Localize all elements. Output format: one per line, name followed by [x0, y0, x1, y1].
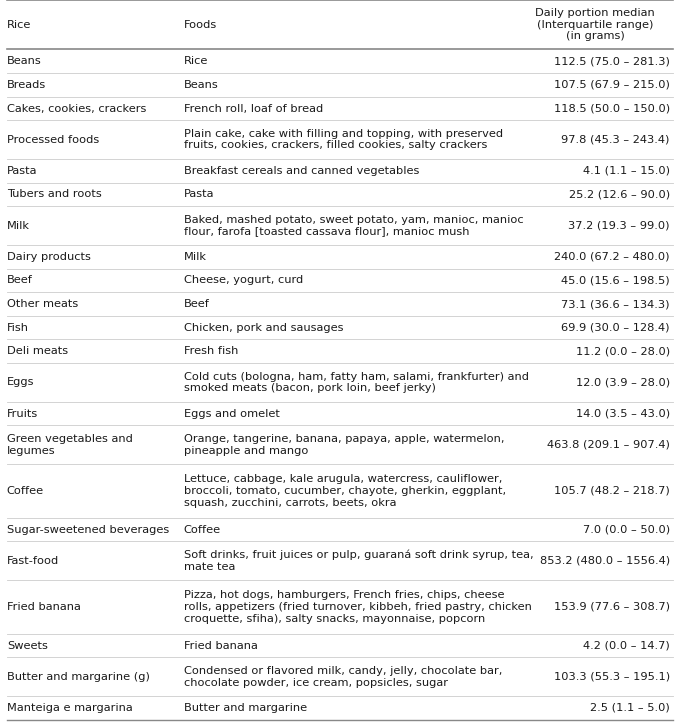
- Text: 853.2 (480.0 – 1556.4): 853.2 (480.0 – 1556.4): [540, 555, 670, 566]
- Text: 69.9 (30.0 – 128.4): 69.9 (30.0 – 128.4): [561, 323, 670, 333]
- Text: Beans: Beans: [7, 56, 41, 66]
- Text: Plain cake, cake with filling and topping, with preserved
fruits, cookies, crack: Plain cake, cake with filling and toppin…: [184, 129, 503, 150]
- Text: Tubers and roots: Tubers and roots: [7, 190, 101, 199]
- Text: 4.2 (0.0 – 14.7): 4.2 (0.0 – 14.7): [583, 640, 670, 651]
- Text: Green vegetables and
legumes: Green vegetables and legumes: [7, 434, 133, 456]
- Text: French roll, loaf of bread: French roll, loaf of bread: [184, 103, 323, 113]
- Text: Beef: Beef: [184, 299, 209, 309]
- Text: Cold cuts (bologna, ham, fatty ham, salami, frankfurter) and
smoked meats (bacon: Cold cuts (bologna, ham, fatty ham, sala…: [184, 371, 528, 393]
- Text: Milk: Milk: [184, 252, 207, 262]
- Text: Fruits: Fruits: [7, 409, 38, 419]
- Text: 4.1 (1.1 – 15.0): 4.1 (1.1 – 15.0): [583, 166, 670, 176]
- Text: Pizza, hot dogs, hamburgers, French fries, chips, cheese
rolls, appetizers (frie: Pizza, hot dogs, hamburgers, French frie…: [184, 590, 532, 624]
- Text: Deli meats: Deli meats: [7, 346, 68, 356]
- Text: Soft drinks, fruit juices or pulp, guaraná soft drink syrup, tea,
mate tea: Soft drinks, fruit juices or pulp, guara…: [184, 550, 533, 572]
- Text: Sweets: Sweets: [7, 640, 48, 651]
- Text: Beef: Beef: [7, 276, 33, 286]
- Text: Foods: Foods: [184, 20, 217, 30]
- Text: Coffee: Coffee: [7, 486, 44, 496]
- Text: 240.0 (67.2 – 480.0): 240.0 (67.2 – 480.0): [554, 252, 670, 262]
- Text: Dairy products: Dairy products: [7, 252, 90, 262]
- Text: 7.0 (0.0 – 50.0): 7.0 (0.0 – 50.0): [583, 525, 670, 534]
- Text: 37.2 (19.3 – 99.0): 37.2 (19.3 – 99.0): [568, 220, 670, 230]
- Text: Fresh fish: Fresh fish: [184, 346, 238, 356]
- Text: Orange, tangerine, banana, papaya, apple, watermelon,
pineapple and mango: Orange, tangerine, banana, papaya, apple…: [184, 434, 504, 456]
- Text: 118.5 (50.0 – 150.0): 118.5 (50.0 – 150.0): [554, 103, 670, 113]
- Text: Cakes, cookies, crackers: Cakes, cookies, crackers: [7, 103, 146, 113]
- Text: Pasta: Pasta: [184, 190, 214, 199]
- Text: 25.2 (12.6 – 90.0): 25.2 (12.6 – 90.0): [568, 190, 670, 199]
- Text: Rice: Rice: [184, 56, 208, 66]
- Text: Rice: Rice: [7, 20, 31, 30]
- Text: 12.0 (3.9 – 28.0): 12.0 (3.9 – 28.0): [576, 377, 670, 387]
- Text: Butter and margarine: Butter and margarine: [184, 703, 307, 713]
- Text: Other meats: Other meats: [7, 299, 78, 309]
- Text: Baked, mashed potato, sweet potato, yam, manioc, manioc
flour, farofa [toasted c: Baked, mashed potato, sweet potato, yam,…: [184, 214, 523, 236]
- Text: 105.7 (48.2 – 218.7): 105.7 (48.2 – 218.7): [554, 486, 670, 496]
- Text: Eggs: Eggs: [7, 377, 34, 387]
- Text: Fried banana: Fried banana: [7, 602, 81, 612]
- Text: 112.5 (75.0 – 281.3): 112.5 (75.0 – 281.3): [554, 56, 670, 66]
- Text: Processed foods: Processed foods: [7, 134, 99, 145]
- Text: 107.5 (67.9 – 215.0): 107.5 (67.9 – 215.0): [554, 80, 670, 90]
- Text: 73.1 (36.6 – 134.3): 73.1 (36.6 – 134.3): [561, 299, 670, 309]
- Text: Sugar-sweetened beverages: Sugar-sweetened beverages: [7, 525, 169, 534]
- Text: 463.8 (209.1 – 907.4): 463.8 (209.1 – 907.4): [547, 440, 670, 450]
- Text: Eggs and omelet: Eggs and omelet: [184, 409, 279, 419]
- Text: 97.8 (45.3 – 243.4): 97.8 (45.3 – 243.4): [562, 134, 670, 145]
- Text: Fish: Fish: [7, 323, 29, 333]
- Text: Fried banana: Fried banana: [184, 640, 258, 651]
- Text: 14.0 (3.5 – 43.0): 14.0 (3.5 – 43.0): [576, 409, 670, 419]
- Text: Breads: Breads: [7, 80, 46, 90]
- Text: Butter and margarine (g): Butter and margarine (g): [7, 672, 150, 682]
- Text: Milk: Milk: [7, 220, 30, 230]
- Text: Cheese, yogurt, curd: Cheese, yogurt, curd: [184, 276, 303, 286]
- Text: Beans: Beans: [184, 80, 218, 90]
- Text: Chicken, pork and sausages: Chicken, pork and sausages: [184, 323, 343, 333]
- Text: 2.5 (1.1 – 5.0): 2.5 (1.1 – 5.0): [590, 703, 670, 713]
- Text: Manteiga e margarina: Manteiga e margarina: [7, 703, 133, 713]
- Text: 103.3 (55.3 – 195.1): 103.3 (55.3 – 195.1): [554, 672, 670, 682]
- Text: Coffee: Coffee: [184, 525, 221, 534]
- Text: Fast-food: Fast-food: [7, 555, 59, 566]
- Text: Condensed or flavored milk, candy, jelly, chocolate bar,
chocolate powder, ice c: Condensed or flavored milk, candy, jelly…: [184, 666, 502, 688]
- Text: Breakfast cereals and canned vegetables: Breakfast cereals and canned vegetables: [184, 166, 419, 176]
- Text: 153.9 (77.6 – 308.7): 153.9 (77.6 – 308.7): [554, 602, 670, 612]
- Text: Lettuce, cabbage, kale arugula, watercress, cauliflower,
broccoli, tomato, cucum: Lettuce, cabbage, kale arugula, watercre…: [184, 474, 506, 507]
- Text: Daily portion median
(Interquartile range)
(in grams): Daily portion median (Interquartile rang…: [535, 8, 655, 41]
- Text: 11.2 (0.0 – 28.0): 11.2 (0.0 – 28.0): [576, 346, 670, 356]
- Text: 45.0 (15.6 – 198.5): 45.0 (15.6 – 198.5): [561, 276, 670, 286]
- Text: Pasta: Pasta: [7, 166, 37, 176]
